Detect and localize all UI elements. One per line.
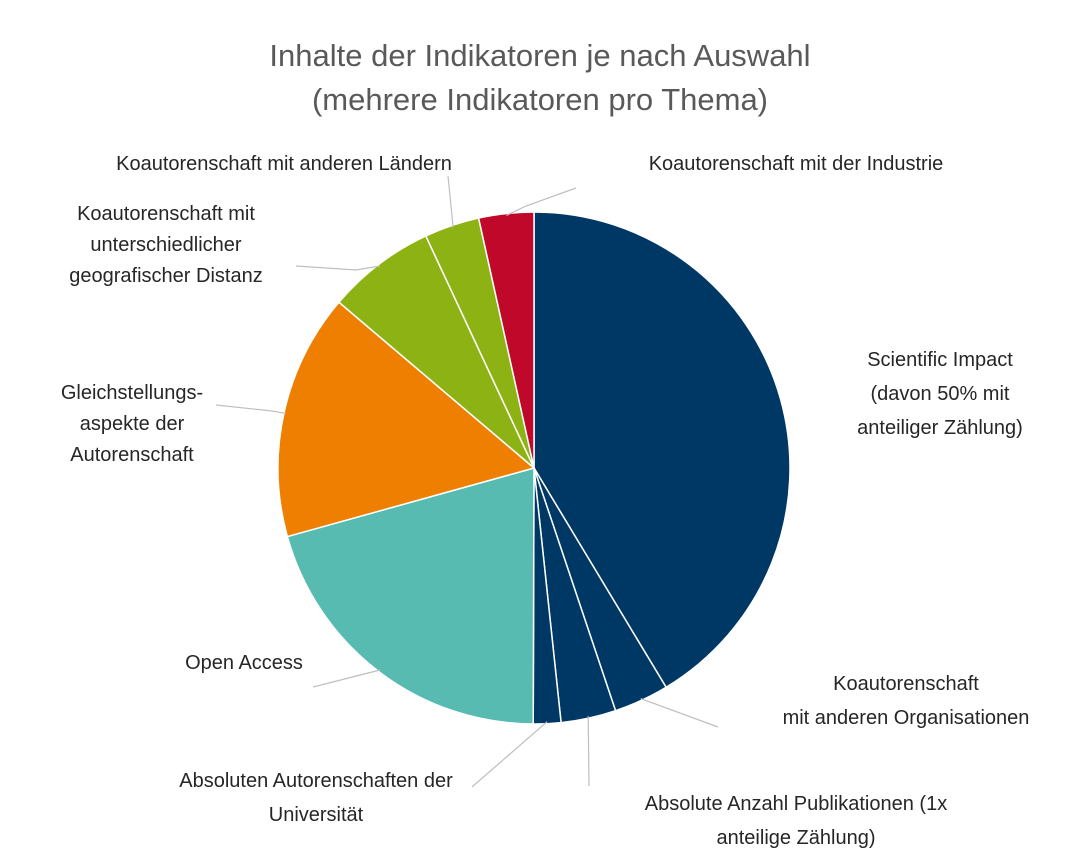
leader-line-5 bbox=[312, 669, 381, 688]
chart-title: Inhalte der Indikatoren je nach Auswahl (… bbox=[269, 38, 810, 117]
pie-slice-7 bbox=[337, 234, 535, 469]
slice-label-6: Gleichstellungs-aspekte der Autorenschaft bbox=[61, 382, 203, 466]
leader-line-4 bbox=[471, 721, 548, 788]
slice-label-1: Scientific Impact (davon 50% mit anteilige… bbox=[857, 349, 1023, 439]
slice-label-7: Koautorenschaft mit unterschiedlicher geog… bbox=[69, 203, 262, 287]
leader-line-2 bbox=[640, 697, 719, 728]
leader-line-3 bbox=[587, 716, 590, 787]
pie-slice-1 bbox=[533, 211, 791, 689]
leader-line-9 bbox=[506, 187, 577, 217]
chart-title-line-2: (mehrere Indikatoren pro Thema) bbox=[312, 82, 768, 117]
slice-label-9: Koautorenschaft mit der Industrie bbox=[649, 153, 944, 175]
slice-label-8: Koautorenschaft mit anderen Ländern bbox=[116, 153, 452, 175]
leader-line-6 bbox=[215, 404, 287, 415]
leader-lines bbox=[215, 175, 719, 788]
pie-slices bbox=[277, 211, 791, 725]
pie-slice-9 bbox=[477, 211, 535, 469]
leader-line-7 bbox=[295, 265, 381, 271]
pie-slice-5 bbox=[286, 467, 535, 725]
slice-label-3: Absolute Anzahl Publikationen (1x anteili… bbox=[645, 793, 947, 849]
leader-line-8 bbox=[447, 175, 454, 228]
slice-label-5: Open Access bbox=[185, 652, 303, 674]
slice-labels: Scientific Impact (davon 50% mit anteilige… bbox=[61, 153, 1030, 849]
slice-label-2: Koautorenschaft mit anderen Organisatione… bbox=[783, 673, 1030, 729]
slice-label-4: Absoluten Autorenschaften der Universität bbox=[179, 770, 453, 826]
chart-title-line-1: Inhalte der Indikatoren je nach Auswahl bbox=[269, 38, 810, 73]
